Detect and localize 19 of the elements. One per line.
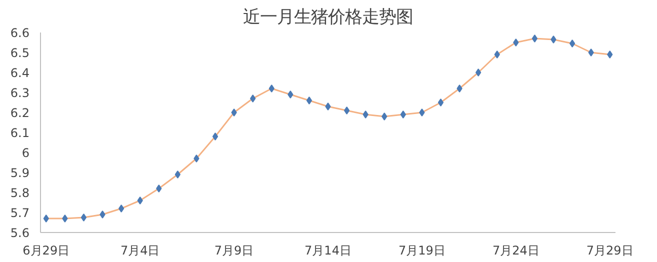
x-tick-label: 7月14日 xyxy=(304,244,352,258)
y-tick-label: 6.6 xyxy=(10,26,30,40)
y-tick-label: 6.1 xyxy=(10,126,30,140)
x-tick-label: 7月19日 xyxy=(398,244,446,258)
y-tick-label: 5.8 xyxy=(10,186,30,200)
y-tick-label: 6.3 xyxy=(10,86,30,100)
y-tick-label: 5.9 xyxy=(10,166,30,180)
y-tick-label: 5.7 xyxy=(10,206,30,220)
x-tick-label: 7月29日 xyxy=(586,244,634,258)
y-tick-label: 6.4 xyxy=(10,66,30,80)
y-tick-label: 5.6 xyxy=(10,226,30,240)
x-tick-label: 6月29日 xyxy=(22,244,70,258)
chart-title: 近一月生猪价格走势图 xyxy=(243,8,413,28)
y-tick-label: 6.2 xyxy=(10,106,30,120)
x-tick-label: 7月4日 xyxy=(120,244,160,258)
y-tick-label: 6.5 xyxy=(10,46,30,60)
x-tick-label: 7月9日 xyxy=(214,244,254,258)
x-tick-label: 7月24日 xyxy=(492,244,540,258)
y-tick-label: 6 xyxy=(22,146,30,160)
